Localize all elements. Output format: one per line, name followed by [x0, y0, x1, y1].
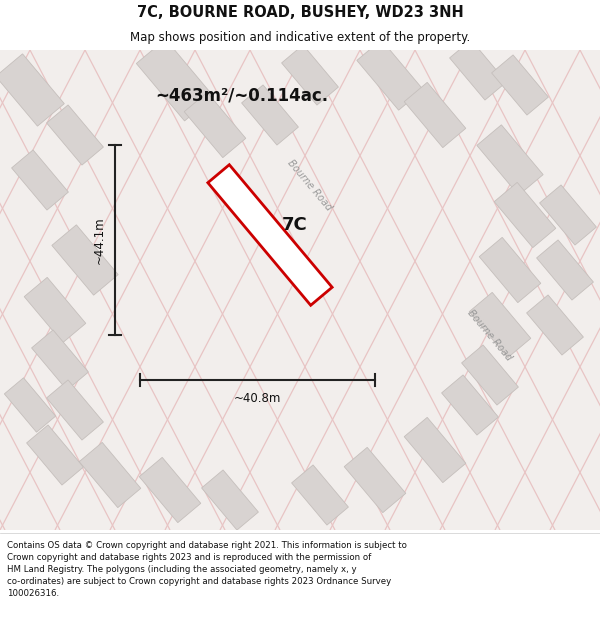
Text: 7C: 7C — [282, 216, 308, 234]
Polygon shape — [136, 39, 214, 121]
Polygon shape — [11, 150, 68, 210]
Polygon shape — [292, 465, 349, 525]
Polygon shape — [357, 40, 423, 110]
Text: 7C, BOURNE ROAD, BUSHEY, WD23 3NH: 7C, BOURNE ROAD, BUSHEY, WD23 3NH — [137, 5, 463, 20]
Polygon shape — [461, 345, 518, 405]
Text: ~44.1m: ~44.1m — [92, 216, 106, 264]
Polygon shape — [242, 85, 298, 145]
Polygon shape — [24, 278, 86, 342]
Polygon shape — [0, 54, 64, 126]
Polygon shape — [527, 295, 583, 355]
Polygon shape — [449, 40, 506, 100]
Polygon shape — [281, 45, 338, 105]
Polygon shape — [202, 470, 259, 530]
Polygon shape — [494, 182, 556, 248]
Polygon shape — [469, 292, 531, 357]
Polygon shape — [47, 380, 103, 440]
Polygon shape — [47, 105, 103, 165]
Text: Map shows position and indicative extent of the property.: Map shows position and indicative extent… — [130, 31, 470, 44]
Text: ~40.8m: ~40.8m — [234, 391, 281, 404]
Text: ~463m²/~0.114ac.: ~463m²/~0.114ac. — [155, 86, 328, 104]
Text: Contains OS data © Crown copyright and database right 2021. This information is : Contains OS data © Crown copyright and d… — [7, 541, 407, 598]
Polygon shape — [536, 240, 593, 300]
Text: Bourne Road: Bourne Road — [286, 158, 334, 212]
Polygon shape — [539, 185, 596, 245]
Polygon shape — [491, 55, 548, 115]
Polygon shape — [26, 425, 83, 485]
Polygon shape — [208, 165, 332, 305]
Polygon shape — [344, 448, 406, 512]
Polygon shape — [442, 375, 499, 435]
Polygon shape — [404, 418, 466, 482]
Polygon shape — [4, 378, 56, 432]
Polygon shape — [79, 442, 141, 508]
Polygon shape — [184, 92, 246, 158]
Text: Bourne Road: Bourne Road — [466, 308, 514, 362]
Polygon shape — [32, 330, 88, 390]
Polygon shape — [477, 125, 543, 195]
Polygon shape — [52, 225, 118, 295]
Polygon shape — [404, 82, 466, 148]
Polygon shape — [479, 238, 541, 302]
Polygon shape — [139, 458, 201, 522]
